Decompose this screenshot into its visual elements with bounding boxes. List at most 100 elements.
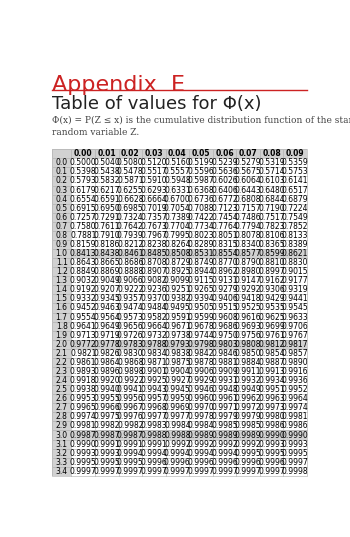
Bar (52, 267, 71, 276)
Text: 0.9913: 0.9913 (258, 367, 285, 376)
Bar (52, 185, 71, 194)
Text: 0.6141: 0.6141 (282, 177, 308, 185)
Bar (119, 322, 142, 331)
Bar (236, 313, 260, 322)
Bar (213, 322, 236, 331)
Bar (283, 467, 307, 476)
Text: 0.9678: 0.9678 (188, 322, 214, 331)
Text: 0.9994: 0.9994 (211, 449, 238, 458)
Bar (95, 149, 119, 158)
Bar (71, 294, 95, 303)
Bar (52, 340, 71, 349)
Text: 0.9484: 0.9484 (140, 303, 167, 313)
Bar (95, 303, 119, 313)
Bar (166, 213, 189, 222)
Bar (166, 231, 189, 240)
Bar (236, 231, 260, 240)
Bar (142, 276, 166, 285)
Text: 0.9616: 0.9616 (235, 313, 261, 322)
Bar (260, 185, 283, 194)
Text: 0.2: 0.2 (56, 177, 68, 185)
Text: 0.9963: 0.9963 (258, 394, 285, 403)
Bar (213, 349, 236, 358)
Bar (236, 313, 260, 322)
Bar (189, 231, 213, 240)
Bar (260, 267, 283, 276)
Bar (283, 194, 307, 204)
Text: 0.9162: 0.9162 (258, 276, 285, 285)
Bar (260, 358, 283, 367)
Bar (166, 168, 189, 177)
Text: 0.9082: 0.9082 (141, 276, 167, 285)
Text: 0.9949: 0.9949 (234, 385, 261, 394)
Text: 0.9966: 0.9966 (93, 403, 120, 412)
Bar (260, 440, 283, 448)
Bar (260, 403, 283, 412)
Bar (189, 394, 213, 403)
Bar (260, 231, 283, 240)
Text: 0.9292: 0.9292 (235, 285, 261, 294)
Text: 0.6915: 0.6915 (70, 204, 97, 213)
Text: 0.8980: 0.8980 (235, 267, 261, 276)
Text: 0.5160: 0.5160 (164, 158, 191, 168)
Bar (119, 412, 142, 422)
Text: 0.7190: 0.7190 (258, 204, 285, 213)
Text: 0.9554: 0.9554 (70, 313, 97, 322)
Bar (236, 194, 260, 204)
Bar (71, 440, 95, 448)
Bar (119, 448, 142, 458)
Bar (189, 276, 213, 285)
Bar (142, 240, 166, 249)
Bar (283, 222, 307, 231)
Text: 0.9713: 0.9713 (70, 331, 97, 340)
Text: 0.8944: 0.8944 (188, 267, 214, 276)
Bar (213, 422, 236, 431)
Bar (71, 313, 95, 322)
Bar (260, 448, 283, 458)
Bar (283, 448, 307, 458)
Bar (142, 313, 166, 322)
Bar (166, 458, 189, 467)
Bar (52, 249, 71, 258)
Bar (213, 394, 236, 403)
Bar (95, 367, 119, 376)
Bar (119, 331, 142, 340)
Bar (142, 458, 166, 467)
Bar (283, 376, 307, 385)
Bar (166, 440, 189, 448)
Bar (260, 285, 283, 294)
Text: 0.8186: 0.8186 (93, 240, 120, 249)
Bar (95, 213, 119, 222)
Bar (213, 267, 236, 276)
Bar (189, 231, 213, 240)
Bar (142, 467, 166, 476)
Bar (236, 376, 260, 385)
Bar (189, 258, 213, 267)
Bar (260, 303, 283, 313)
Text: 0.9918: 0.9918 (70, 376, 97, 385)
Bar (213, 458, 236, 467)
Text: 0.9830: 0.9830 (117, 349, 144, 358)
Bar (236, 467, 260, 476)
Bar (142, 267, 166, 276)
Text: 0.6554: 0.6554 (70, 194, 97, 204)
Bar (119, 276, 142, 285)
Bar (283, 213, 307, 222)
Bar (213, 440, 236, 448)
Text: 0.7734: 0.7734 (188, 222, 214, 231)
Text: 0.9978: 0.9978 (188, 412, 214, 422)
Bar (95, 168, 119, 177)
Text: 0.9986: 0.9986 (282, 422, 308, 431)
Text: 0.9906: 0.9906 (188, 367, 214, 376)
Bar (166, 467, 189, 476)
Bar (236, 185, 260, 194)
Text: 0.9332: 0.9332 (70, 294, 97, 303)
Bar (213, 168, 236, 177)
Text: 0.9992: 0.9992 (211, 440, 238, 448)
Bar (142, 412, 166, 422)
Bar (236, 222, 260, 231)
Text: 1.5: 1.5 (56, 294, 68, 303)
Bar (142, 422, 166, 431)
Text: 0.9940: 0.9940 (93, 385, 120, 394)
Bar (52, 231, 71, 240)
